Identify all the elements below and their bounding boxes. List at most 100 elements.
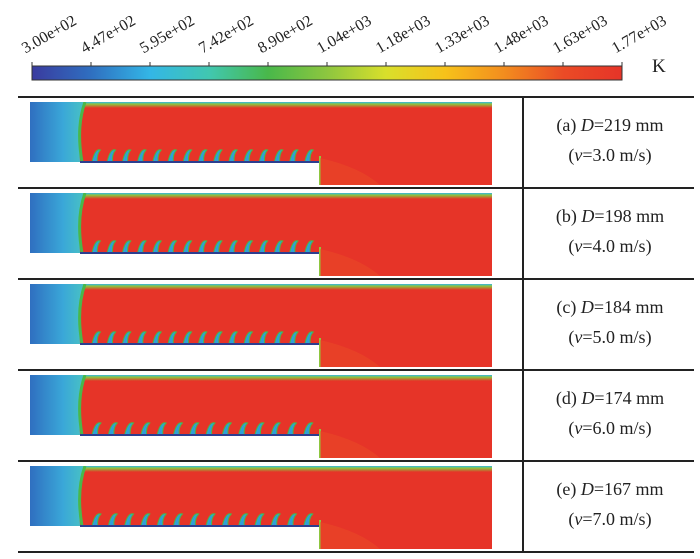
cooling-jet bbox=[167, 240, 178, 254]
inlet-cold-region bbox=[30, 193, 85, 253]
cooling-jet bbox=[121, 240, 132, 254]
velocity-symbol: v bbox=[574, 145, 583, 165]
panel-caption: (b) D=198 mm (v=4.0 m/s) bbox=[555, 206, 665, 256]
cooling-jet bbox=[189, 422, 200, 436]
cooling-jet bbox=[221, 513, 233, 527]
velocity-symbol: v bbox=[574, 509, 583, 529]
wake-region bbox=[320, 431, 380, 458]
cooling-jet bbox=[205, 513, 216, 527]
cooling-jet bbox=[254, 422, 265, 436]
diameter-symbol: D bbox=[580, 297, 594, 317]
cooling-jet bbox=[288, 331, 299, 345]
cooling-jet bbox=[258, 331, 269, 345]
cooling-jet bbox=[221, 422, 233, 436]
cooling-jet bbox=[273, 240, 284, 254]
diameter-value: =167 mm bbox=[593, 479, 664, 499]
cooling-jet bbox=[288, 149, 299, 163]
cooling-jet bbox=[107, 513, 119, 527]
panel-letter: (e) bbox=[556, 479, 577, 499]
cooling-jet bbox=[273, 331, 284, 345]
flame-front bbox=[78, 466, 87, 527]
cooling-jet bbox=[167, 331, 178, 345]
cooling-jet bbox=[106, 331, 117, 345]
cooling-jet bbox=[258, 240, 269, 254]
cooling-jet bbox=[140, 422, 151, 436]
cooling-jet bbox=[107, 422, 119, 436]
top-boundary-layer bbox=[80, 102, 492, 108]
cooling-jet bbox=[258, 149, 269, 163]
panel-caption: (a) D=219 mm (v=3.0 m/s) bbox=[556, 115, 664, 165]
cooling-jet bbox=[197, 240, 208, 254]
wake-region bbox=[320, 158, 380, 185]
wake-region bbox=[320, 522, 380, 549]
flame-front bbox=[78, 284, 87, 345]
cooling-jet bbox=[228, 149, 239, 163]
inlet-cold-region bbox=[30, 102, 85, 162]
cooling-jet bbox=[172, 422, 184, 436]
row-separator bbox=[18, 369, 694, 371]
diameter-value: =198 mm bbox=[594, 206, 665, 226]
cooling-jet bbox=[156, 513, 168, 527]
wake-region bbox=[320, 340, 380, 367]
velocity-value: =6.0 m/s bbox=[582, 418, 646, 438]
row-separator bbox=[18, 460, 694, 462]
hot-zone bbox=[30, 193, 492, 276]
cooling-jet bbox=[182, 240, 193, 254]
cooling-jet bbox=[288, 240, 299, 254]
wake-region bbox=[320, 249, 380, 276]
cooling-jet bbox=[303, 422, 314, 436]
inlet-cold-region bbox=[30, 284, 85, 344]
cooling-jet bbox=[182, 331, 193, 345]
diameter-symbol: D bbox=[580, 115, 594, 135]
cooling-jet bbox=[237, 513, 249, 527]
row-separator bbox=[18, 96, 694, 98]
panel-caption: (d) D=174 mm (v=6.0 m/s) bbox=[555, 388, 665, 438]
colorbar-unit: K bbox=[652, 56, 666, 77]
cooling-jet bbox=[189, 513, 200, 527]
velocity-symbol: v bbox=[574, 327, 583, 347]
temperature-contour bbox=[30, 193, 492, 276]
panel-caption: (c) D=184 mm (v=5.0 m/s) bbox=[556, 297, 664, 347]
diameter-value: =174 mm bbox=[594, 388, 665, 408]
cooling-jet bbox=[136, 149, 147, 163]
top-boundary-layer bbox=[80, 193, 492, 199]
cooling-jet bbox=[172, 513, 184, 527]
hot-zone bbox=[30, 284, 492, 367]
panel-letter: (c) bbox=[556, 297, 577, 317]
temperature-contour bbox=[30, 284, 492, 367]
cooling-jet bbox=[243, 240, 254, 254]
cooling-jet bbox=[91, 422, 102, 436]
temperature-contour bbox=[30, 375, 492, 458]
cooling-jet bbox=[304, 149, 315, 163]
diameter-value: =219 mm bbox=[593, 115, 664, 135]
cooling-jet bbox=[121, 149, 132, 163]
velocity-value: =3.0 m/s bbox=[582, 145, 646, 165]
inlet-cold-region bbox=[30, 466, 85, 526]
cooling-jet bbox=[91, 240, 102, 254]
cooling-jet bbox=[91, 149, 102, 163]
cooling-jet bbox=[136, 331, 147, 345]
flame-front bbox=[78, 102, 87, 163]
cooling-jet bbox=[152, 149, 163, 163]
inlet-cold-region bbox=[30, 375, 85, 435]
top-boundary-layer bbox=[80, 466, 492, 472]
top-boundary-layer bbox=[80, 375, 492, 381]
colorbar-svg bbox=[31, 62, 623, 81]
velocity-value: =5.0 m/s bbox=[582, 327, 646, 347]
cooling-jet bbox=[303, 513, 314, 527]
cooling-jet bbox=[212, 149, 223, 163]
hot-zone bbox=[30, 466, 492, 549]
cooling-jet bbox=[212, 240, 223, 254]
velocity-symbol: v bbox=[574, 236, 583, 256]
diameter-symbol: D bbox=[581, 206, 595, 226]
hot-zone bbox=[30, 102, 492, 185]
cooling-jet bbox=[212, 331, 223, 345]
flame-front bbox=[78, 193, 87, 254]
cooling-jet bbox=[140, 513, 151, 527]
cooling-jet bbox=[197, 149, 208, 163]
temperature-colorbar: 3.00e+02 4.47e+02 5.95e+02 7.42e+02 8.90e+02… bbox=[0, 0, 700, 90]
row-separator bbox=[18, 551, 694, 553]
velocity-value: =7.0 m/s bbox=[582, 509, 646, 529]
panel-caption: (e) D=167 mm (v=7.0 m/s) bbox=[556, 479, 664, 529]
